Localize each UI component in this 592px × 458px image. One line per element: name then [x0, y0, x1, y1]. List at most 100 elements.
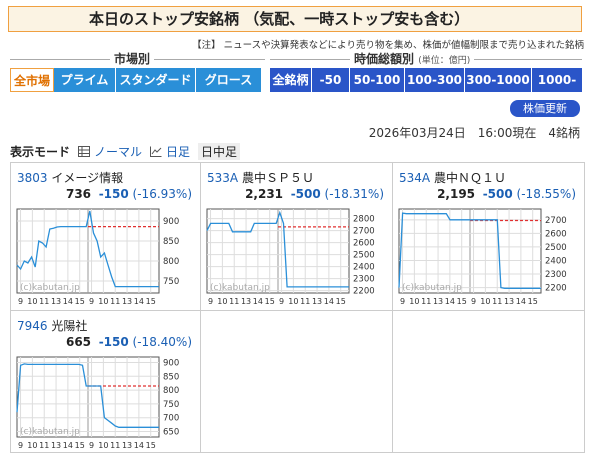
watermark: (c)kabutan.jp — [20, 427, 80, 437]
x-tick-label: 9 — [18, 297, 23, 306]
y-tick-label: 2700 — [545, 216, 567, 226]
cap-filter-unit: (単位：億円) — [418, 56, 471, 66]
cap-filter-heading: 時価総額別 — [354, 52, 415, 66]
intraday-chart[interactable]: 9 10 11 13 14 15 9 10 11 13 14 15650700750800850900… — [15, 355, 197, 451]
stock-code-link[interactable]: 534A — [399, 171, 431, 185]
intraday-chart[interactable]: 9 10 11 13 14 15 9 10 11 13 14 15220023002400250026… — [205, 207, 387, 307]
y-tick-label: 2600 — [353, 239, 375, 249]
cap-all-button[interactable]: 全銘柄 — [270, 68, 312, 92]
stock-code-link[interactable]: 3803 — [17, 171, 48, 185]
stock-price: 2,231 — [245, 187, 284, 201]
y-tick-label: 900 — [163, 217, 179, 227]
refresh-button[interactable]: 株価更新 — [510, 100, 580, 117]
x-tick-label: 11 — [300, 297, 310, 306]
stock-code-link[interactable]: 533A — [207, 171, 239, 185]
x-tick-label: 9 — [279, 297, 284, 306]
intraday-chart[interactable]: 9 10 11 13 14 15 9 10 11 13 14 15220023002400250026… — [397, 207, 579, 307]
x-tick-label: 14 — [253, 297, 263, 306]
empty-cell — [393, 311, 585, 453]
stock-card: 533A 農中ＳＰ５Ｕ 2,231 -500 (-18.31%) 9 10 11 13… — [201, 163, 393, 311]
watermark: (c)kabutan.jp — [20, 283, 80, 293]
x-tick-label: 9 — [89, 441, 94, 450]
mode-intraday-tab[interactable]: 日中足 — [198, 143, 241, 160]
y-tick-label: 2700 — [353, 227, 375, 237]
x-tick-label: 15 — [75, 441, 85, 450]
x-tick-label: 10 — [98, 441, 108, 450]
x-tick-label: 9 — [400, 297, 405, 306]
stock-name[interactable]: 農中ＳＰ５Ｕ — [241, 171, 314, 185]
x-tick-label: 14 — [516, 297, 526, 306]
x-tick-label: 14 — [445, 297, 455, 306]
stock-change: -500 — [482, 187, 513, 201]
y-tick-label: 2300 — [545, 270, 567, 280]
market-growth-button[interactable]: グロース — [196, 68, 262, 92]
cap-over-1000-button[interactable]: 1000- — [532, 68, 582, 92]
y-tick-label: 650 — [163, 427, 179, 437]
x-tick-label: 11 — [110, 441, 120, 450]
x-tick-label: 11 — [39, 297, 49, 306]
stock-name[interactable]: イメージ情報 — [51, 171, 124, 185]
watermark: (c)kabutan.jp — [402, 283, 462, 293]
stock-name[interactable]: 農中ＮＱ１Ｕ — [433, 171, 506, 185]
market-all-button[interactable]: 全市場 — [10, 68, 54, 92]
stock-change-pct: (-16.93%) — [132, 187, 192, 201]
cap-50-100-button[interactable]: 50-100 — [350, 68, 405, 92]
cap-under-50-button[interactable]: -50 — [312, 68, 350, 92]
x-tick-label: 13 — [241, 297, 251, 306]
mode-normal-label: ノーマル — [94, 145, 143, 159]
x-tick-label: 14 — [134, 297, 144, 306]
x-tick-label: 9 — [89, 297, 94, 306]
mode-daily-link[interactable]: 日足 — [150, 143, 190, 160]
market-prime-button[interactable]: プライム — [54, 68, 116, 92]
x-tick-label: 15 — [528, 297, 538, 306]
chart-icon — [150, 146, 162, 157]
stock-change-pct: (-18.55%) — [516, 187, 576, 201]
x-tick-label: 14 — [324, 297, 334, 306]
empty-cell — [201, 311, 393, 453]
intraday-chart[interactable]: 9 10 11 13 14 15 9 10 11 13 14 15750800850900(c)kab… — [15, 207, 197, 307]
x-tick-label: 14 — [134, 441, 144, 450]
x-tick-label: 10 — [27, 441, 37, 450]
market-filter-heading: 市場別 — [110, 50, 155, 67]
y-tick-label: 900 — [163, 359, 179, 369]
x-tick-label: 9 — [18, 441, 23, 450]
y-tick-label: 2400 — [353, 263, 375, 273]
x-tick-label: 14 — [63, 297, 73, 306]
market-filter: 全市場 プライム スタンダード グロース — [10, 68, 262, 92]
y-tick-label: 700 — [163, 414, 179, 424]
x-tick-label: 15 — [336, 297, 346, 306]
x-tick-label: 11 — [421, 297, 431, 306]
cap-300-1000-button[interactable]: 300-1000 — [465, 68, 532, 92]
cap-100-300-button[interactable]: 100-300 — [405, 68, 465, 92]
y-tick-label: 2300 — [353, 275, 375, 285]
stock-grid: 3803 イメージ情報 736 -150 (-16.93%) 9 10 11 13 14… — [10, 162, 585, 453]
y-tick-label: 850 — [163, 372, 179, 382]
stock-change-pct: (-18.40%) — [132, 335, 192, 349]
price-line — [16, 210, 159, 288]
stock-card: 3803 イメージ情報 736 -150 (-16.93%) 9 10 11 13 14… — [11, 163, 201, 311]
x-tick-label: 13 — [122, 297, 132, 306]
y-tick-label: 2400 — [545, 256, 567, 266]
x-tick-label: 13 — [122, 441, 132, 450]
x-tick-label: 11 — [492, 297, 502, 306]
stock-change: -150 — [98, 187, 129, 201]
x-tick-label: 13 — [51, 297, 61, 306]
stock-name[interactable]: 光陽社 — [51, 319, 88, 333]
x-tick-label: 10 — [98, 297, 108, 306]
x-tick-label: 15 — [146, 297, 156, 306]
x-tick-label: 15 — [457, 297, 467, 306]
x-tick-label: 14 — [63, 441, 73, 450]
stock-change: -150 — [98, 335, 129, 349]
market-filter-header: 市場別 — [10, 50, 265, 68]
stock-price: 665 — [65, 335, 92, 349]
mode-intraday-label: 日中足 — [201, 145, 238, 159]
stock-change: -500 — [290, 187, 321, 201]
watermark: (c)kabutan.jp — [210, 283, 270, 293]
notice-text: 【注】 ニュースや決算発表などにより売り物を集め、株価が値幅制限まで売り込まれた… — [192, 40, 584, 51]
cap-filter: 全銘柄 -50 50-100 100-300 300-1000 1000- — [270, 68, 582, 92]
stock-code-link[interactable]: 7946 — [17, 319, 48, 333]
mode-normal-link[interactable]: ノーマル — [78, 143, 142, 160]
y-tick-label: 850 — [163, 237, 179, 247]
stock-price: 2,195 — [437, 187, 476, 201]
market-standard-button[interactable]: スタンダード — [116, 68, 196, 92]
